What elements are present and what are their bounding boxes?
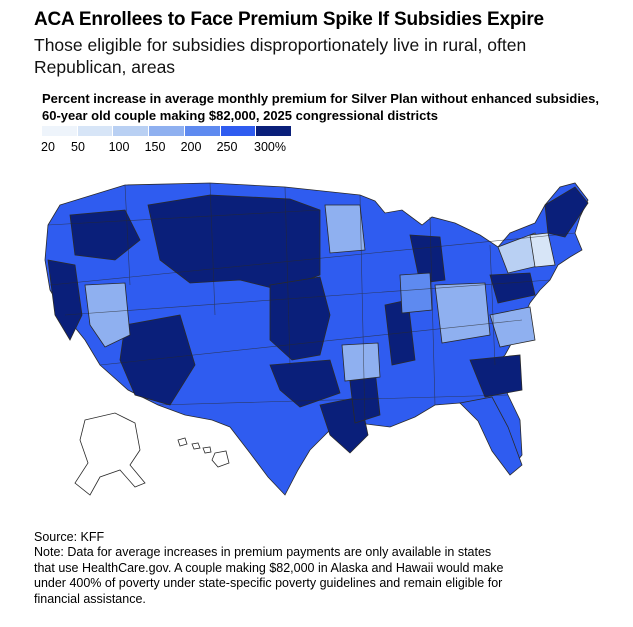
hawaii-island-1 xyxy=(177,437,188,447)
southwest-region xyxy=(119,314,196,406)
maine-region xyxy=(544,186,589,238)
district-boundaries xyxy=(47,182,576,426)
legend-swatch-6 xyxy=(220,126,257,136)
central-plains-region xyxy=(269,276,331,361)
footnote: Note: Data for average increases in prem… xyxy=(34,545,504,606)
pacific-northwest-region xyxy=(69,209,141,261)
legend-tick: 250 xyxy=(216,140,238,154)
chart-title: ACA Enrollees to Face Premium Spike If S… xyxy=(34,9,544,30)
florida xyxy=(459,396,523,476)
color-legend: 20 50 100 150 200 250 300% xyxy=(41,126,293,158)
legend-tick: 200 xyxy=(180,140,202,154)
legend-tick: 300% xyxy=(254,140,286,154)
california-coast-region xyxy=(47,259,83,341)
legend-swatch-7 xyxy=(256,126,293,136)
legend-tick: 20 xyxy=(41,140,55,154)
legend-swatch-3 xyxy=(113,126,150,136)
legend-tick: 50 xyxy=(71,140,85,154)
source-note: Source: KFF xyxy=(34,530,105,544)
virginia-region xyxy=(489,306,536,348)
legend-swatch-2 xyxy=(77,126,114,136)
hawaii xyxy=(177,437,230,468)
mid-atlantic-region xyxy=(399,272,433,314)
alaska xyxy=(74,412,146,496)
pennsylvania-region xyxy=(489,272,536,304)
new-england-region xyxy=(529,232,556,268)
hawaii-island-4 xyxy=(211,450,230,468)
hawaii-island-3 xyxy=(202,446,212,454)
illinois-region xyxy=(384,299,416,366)
legend-swatch-4 xyxy=(149,126,185,136)
legend-tick: 100 xyxy=(108,140,130,154)
legend-swatch-1 xyxy=(42,126,78,136)
arkansas-region xyxy=(341,342,381,382)
ohio-valley-region xyxy=(434,282,491,344)
legend-swatch-5 xyxy=(184,126,221,136)
legend-tick: 150 xyxy=(144,140,166,154)
us-district-map xyxy=(44,182,589,496)
oklahoma-region xyxy=(269,359,341,408)
carolinas-region xyxy=(469,354,523,398)
map-title: Percent increase in average monthly prem… xyxy=(42,91,600,123)
hawaii-island-2 xyxy=(191,442,201,450)
legend-color-bar xyxy=(42,126,293,136)
legend-ticks: 20 50 100 150 200 250 300% xyxy=(41,136,292,154)
upper-midwest-region xyxy=(324,204,366,254)
nevada-region xyxy=(84,282,131,348)
chart-subtitle: Those eligible for subsidies disproporti… xyxy=(34,35,527,77)
